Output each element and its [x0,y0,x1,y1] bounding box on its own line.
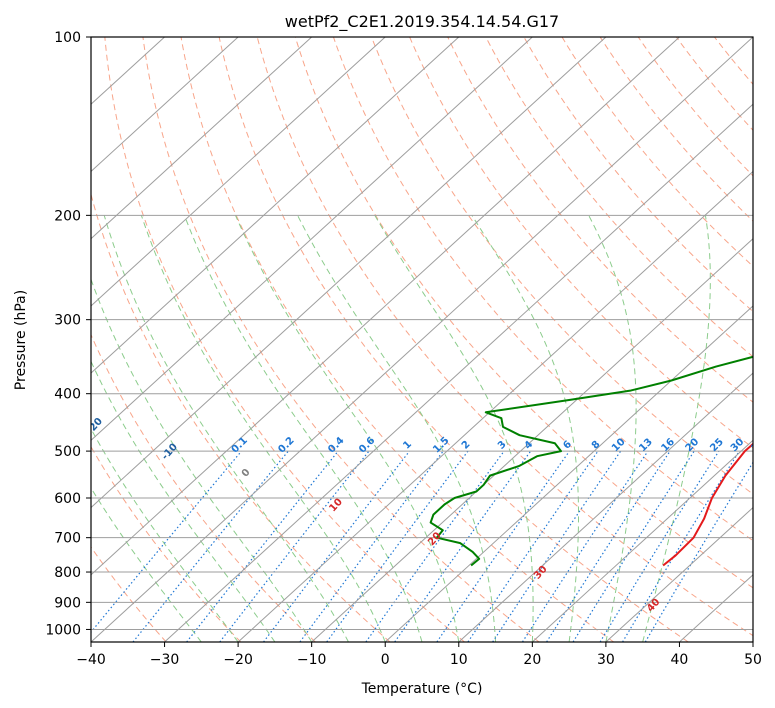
chart-title: wetPf2_C2E1.2019.354.14.54.G17 [285,12,559,32]
y-axis-title: Pressure (hPa) [13,290,29,390]
isotherm [531,439,753,642]
x-tick-label: 30 [597,652,615,668]
isotherm [91,37,680,576]
x-tick-label: −40 [76,652,106,668]
mixing-ratio-line [299,450,444,642]
isotherm [91,37,239,173]
dry-adiabat [142,37,540,642]
dry-adiabat [91,192,391,642]
mixing-ratio-line [436,450,570,642]
x-axis-title: Temperature (°C) [361,681,483,697]
mixing-ratio-line [492,450,622,642]
isotherm [605,506,753,642]
isotherm [91,37,313,240]
moist-adiabat [642,215,711,642]
mixing-ratio-line [572,450,695,642]
background-lines [91,37,753,642]
x-tick-label: 50 [744,652,762,668]
dry-adiabat [91,445,242,642]
mixing-ratio-line [326,450,469,642]
mixing-ratio-line [546,450,671,642]
dry-adiabat [294,37,753,589]
y-tick-label: 100 [54,30,81,46]
moist-adiabat [588,215,637,642]
dry-adiabat [637,37,753,177]
isotherm [91,37,460,374]
mixing-ratio-line [622,450,740,642]
isotherm [91,37,533,442]
isotherm [91,37,607,509]
moist-adiabat [235,215,460,642]
mixing-ratio-line [263,450,411,642]
dry-adiabat [104,37,465,642]
y-tick-label: 700 [54,531,81,547]
series-layer [429,355,753,567]
mixing-ratio-line [132,450,289,642]
y-tick-label: 400 [54,387,81,403]
isotherm [91,37,386,307]
y-tick-label: 600 [54,491,81,507]
dry-adiabat [561,37,753,267]
moist-adiabat [140,215,386,642]
moist-adiabat [297,215,497,642]
x-tick-label: 0 [381,652,390,668]
y-tick-label: 1000 [45,622,81,638]
x-tick-label: −10 [297,652,327,668]
moist-adiabat [91,427,239,642]
dry-adiabat [180,37,614,642]
mixing-ratio-line [521,450,649,642]
plot-frame [90,36,754,643]
moist-adiabat [91,277,313,642]
mixing-ratio-line [599,450,720,642]
moist-adiabat [471,215,580,642]
dry-adiabat [485,37,753,358]
moist-adiabat [374,215,534,642]
mixing-ratio-line [91,450,242,634]
mixing-ratio-label: 36 [750,436,768,454]
isotherm [237,170,753,642]
isotherm [458,372,753,642]
x-tick-label: 20 [523,652,541,668]
isotherm [164,103,753,642]
moist-adiabat [103,215,349,642]
dewpoint-line [429,355,753,567]
dry-adiabat [371,37,753,495]
mixing-ratio-line [365,450,505,642]
y-tick-label: 200 [54,208,81,224]
x-tick-label: −30 [150,652,180,668]
x-tick-label: −20 [223,652,253,668]
isotherm [311,237,753,642]
y-tick-label: 500 [54,444,81,460]
dry-adiabat [332,37,753,542]
y-tick-label: 800 [54,565,81,581]
y-axis-ticks: 100 200 300 400 500 600 700 800 900 1000 [45,30,91,638]
y-tick-label: 900 [54,595,81,611]
y-tick-label: 300 [54,313,81,329]
mixing-ratio-line [467,450,599,642]
moist-adiabat [91,360,276,642]
dry-adiabat [256,37,753,637]
moist-adiabat [91,487,202,642]
mixing-ratio-line [186,450,339,642]
dry-adiabat [409,37,753,449]
x-tick-label: 40 [671,652,689,668]
x-tick-label: 10 [450,652,468,668]
isotherm [91,37,753,642]
temperature-line [662,442,753,567]
x-axis-ticks: −40 −30 −20 −10 0 10 20 30 40 50 [76,642,762,668]
isotherm [384,305,753,642]
